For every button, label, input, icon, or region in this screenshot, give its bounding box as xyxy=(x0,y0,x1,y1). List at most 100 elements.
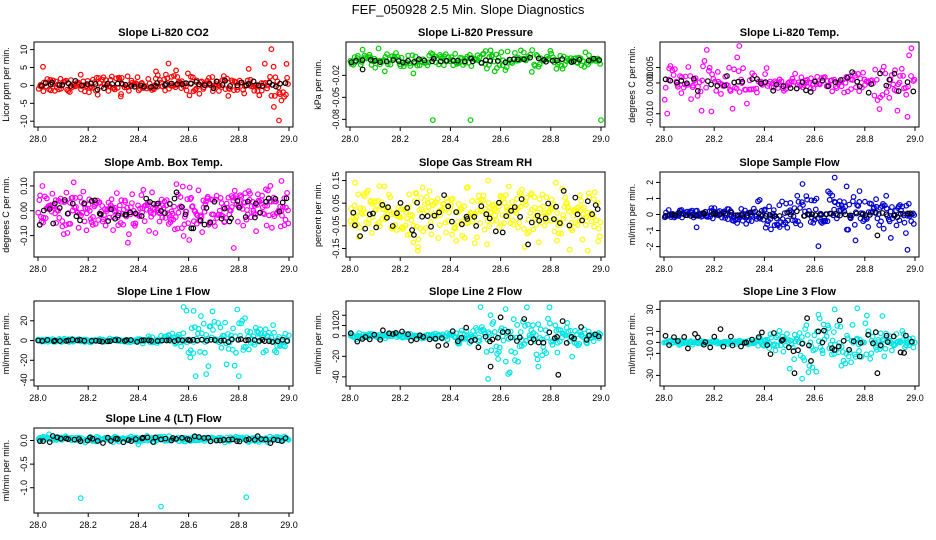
data-point xyxy=(479,51,486,58)
data-point xyxy=(529,47,536,53)
data-point xyxy=(586,52,592,59)
data-point xyxy=(724,73,730,79)
data-point xyxy=(210,327,216,333)
data-point xyxy=(494,208,500,215)
data-point xyxy=(585,57,592,64)
data-point xyxy=(197,313,204,320)
data-point xyxy=(795,198,802,205)
y-tick-label: 0.05 xyxy=(331,194,341,212)
data-point xyxy=(283,91,289,98)
data-point xyxy=(877,342,884,349)
series-selected xyxy=(347,314,602,378)
data-point xyxy=(64,210,71,217)
data-point xyxy=(407,63,414,69)
data-point xyxy=(352,179,358,186)
data-point xyxy=(794,82,801,88)
data-point xyxy=(831,306,838,313)
data-point xyxy=(57,75,64,82)
data-point xyxy=(552,179,559,186)
data-point xyxy=(486,215,493,222)
data-point xyxy=(377,59,384,65)
data-point xyxy=(485,177,492,184)
data-point xyxy=(384,51,390,57)
data-point xyxy=(461,203,468,210)
data-point xyxy=(844,332,850,339)
x-tick-label: 28.8 xyxy=(856,134,874,144)
data-point xyxy=(815,328,822,335)
data-point xyxy=(494,58,501,64)
data-point xyxy=(528,68,535,75)
data-point xyxy=(530,226,537,233)
data-point xyxy=(520,49,527,56)
data-point xyxy=(364,187,371,194)
data-point xyxy=(588,218,595,225)
data-point xyxy=(778,78,785,85)
data-point xyxy=(853,210,860,217)
data-point xyxy=(265,195,272,202)
data-point xyxy=(218,344,225,351)
data-point xyxy=(558,230,564,237)
data-point xyxy=(803,322,810,329)
data-point xyxy=(114,436,121,442)
data-point xyxy=(477,304,484,311)
data-point xyxy=(595,333,602,340)
data-point xyxy=(815,243,822,250)
data-point xyxy=(684,80,690,87)
data-point xyxy=(445,203,452,210)
data-point xyxy=(573,208,579,215)
data-point xyxy=(132,220,139,227)
data-point xyxy=(244,328,251,335)
data-point xyxy=(669,211,675,218)
data-point xyxy=(270,322,277,329)
data-point xyxy=(173,67,180,74)
data-point xyxy=(234,306,241,313)
data-point xyxy=(420,333,427,340)
data-point xyxy=(591,189,598,196)
data-point xyxy=(140,186,147,193)
data-point xyxy=(873,76,880,83)
data-point xyxy=(117,93,124,100)
data-point xyxy=(102,222,109,229)
data-point xyxy=(486,330,493,337)
data-point xyxy=(235,336,242,343)
data-point xyxy=(692,331,698,337)
data-point xyxy=(99,218,106,225)
data-point xyxy=(207,219,214,226)
data-point xyxy=(359,46,366,53)
x-tick-label: 29.0 xyxy=(592,393,610,403)
data-point xyxy=(894,214,901,221)
data-point xyxy=(565,204,572,211)
data-point xyxy=(496,344,503,351)
data-point xyxy=(469,58,476,65)
data-point xyxy=(228,204,235,211)
data-point xyxy=(118,91,124,97)
data-point xyxy=(49,190,56,197)
data-point xyxy=(825,325,832,331)
data-point xyxy=(285,220,292,227)
data-point xyxy=(711,205,718,212)
data-point xyxy=(892,67,898,74)
data-point xyxy=(893,222,900,229)
data-point xyxy=(282,435,289,442)
data-point xyxy=(91,197,98,204)
data-point xyxy=(842,360,849,367)
data-point xyxy=(720,343,727,350)
y-tick-label: -10 xyxy=(19,115,29,128)
data-point xyxy=(161,76,168,83)
data-point xyxy=(124,73,131,80)
data-point xyxy=(770,207,777,214)
y-tick-label: -5 xyxy=(19,99,29,107)
data-point xyxy=(854,78,861,85)
data-point xyxy=(877,70,883,77)
data-point xyxy=(895,203,902,210)
y-tick-label: 20 xyxy=(331,310,341,320)
data-point xyxy=(352,222,358,229)
data-point xyxy=(897,210,904,217)
data-point xyxy=(453,237,460,244)
data-point xyxy=(258,331,265,337)
data-point xyxy=(499,229,506,236)
data-point xyxy=(200,320,207,327)
data-point xyxy=(381,183,388,190)
data-point xyxy=(724,82,731,89)
data-point xyxy=(393,330,399,336)
